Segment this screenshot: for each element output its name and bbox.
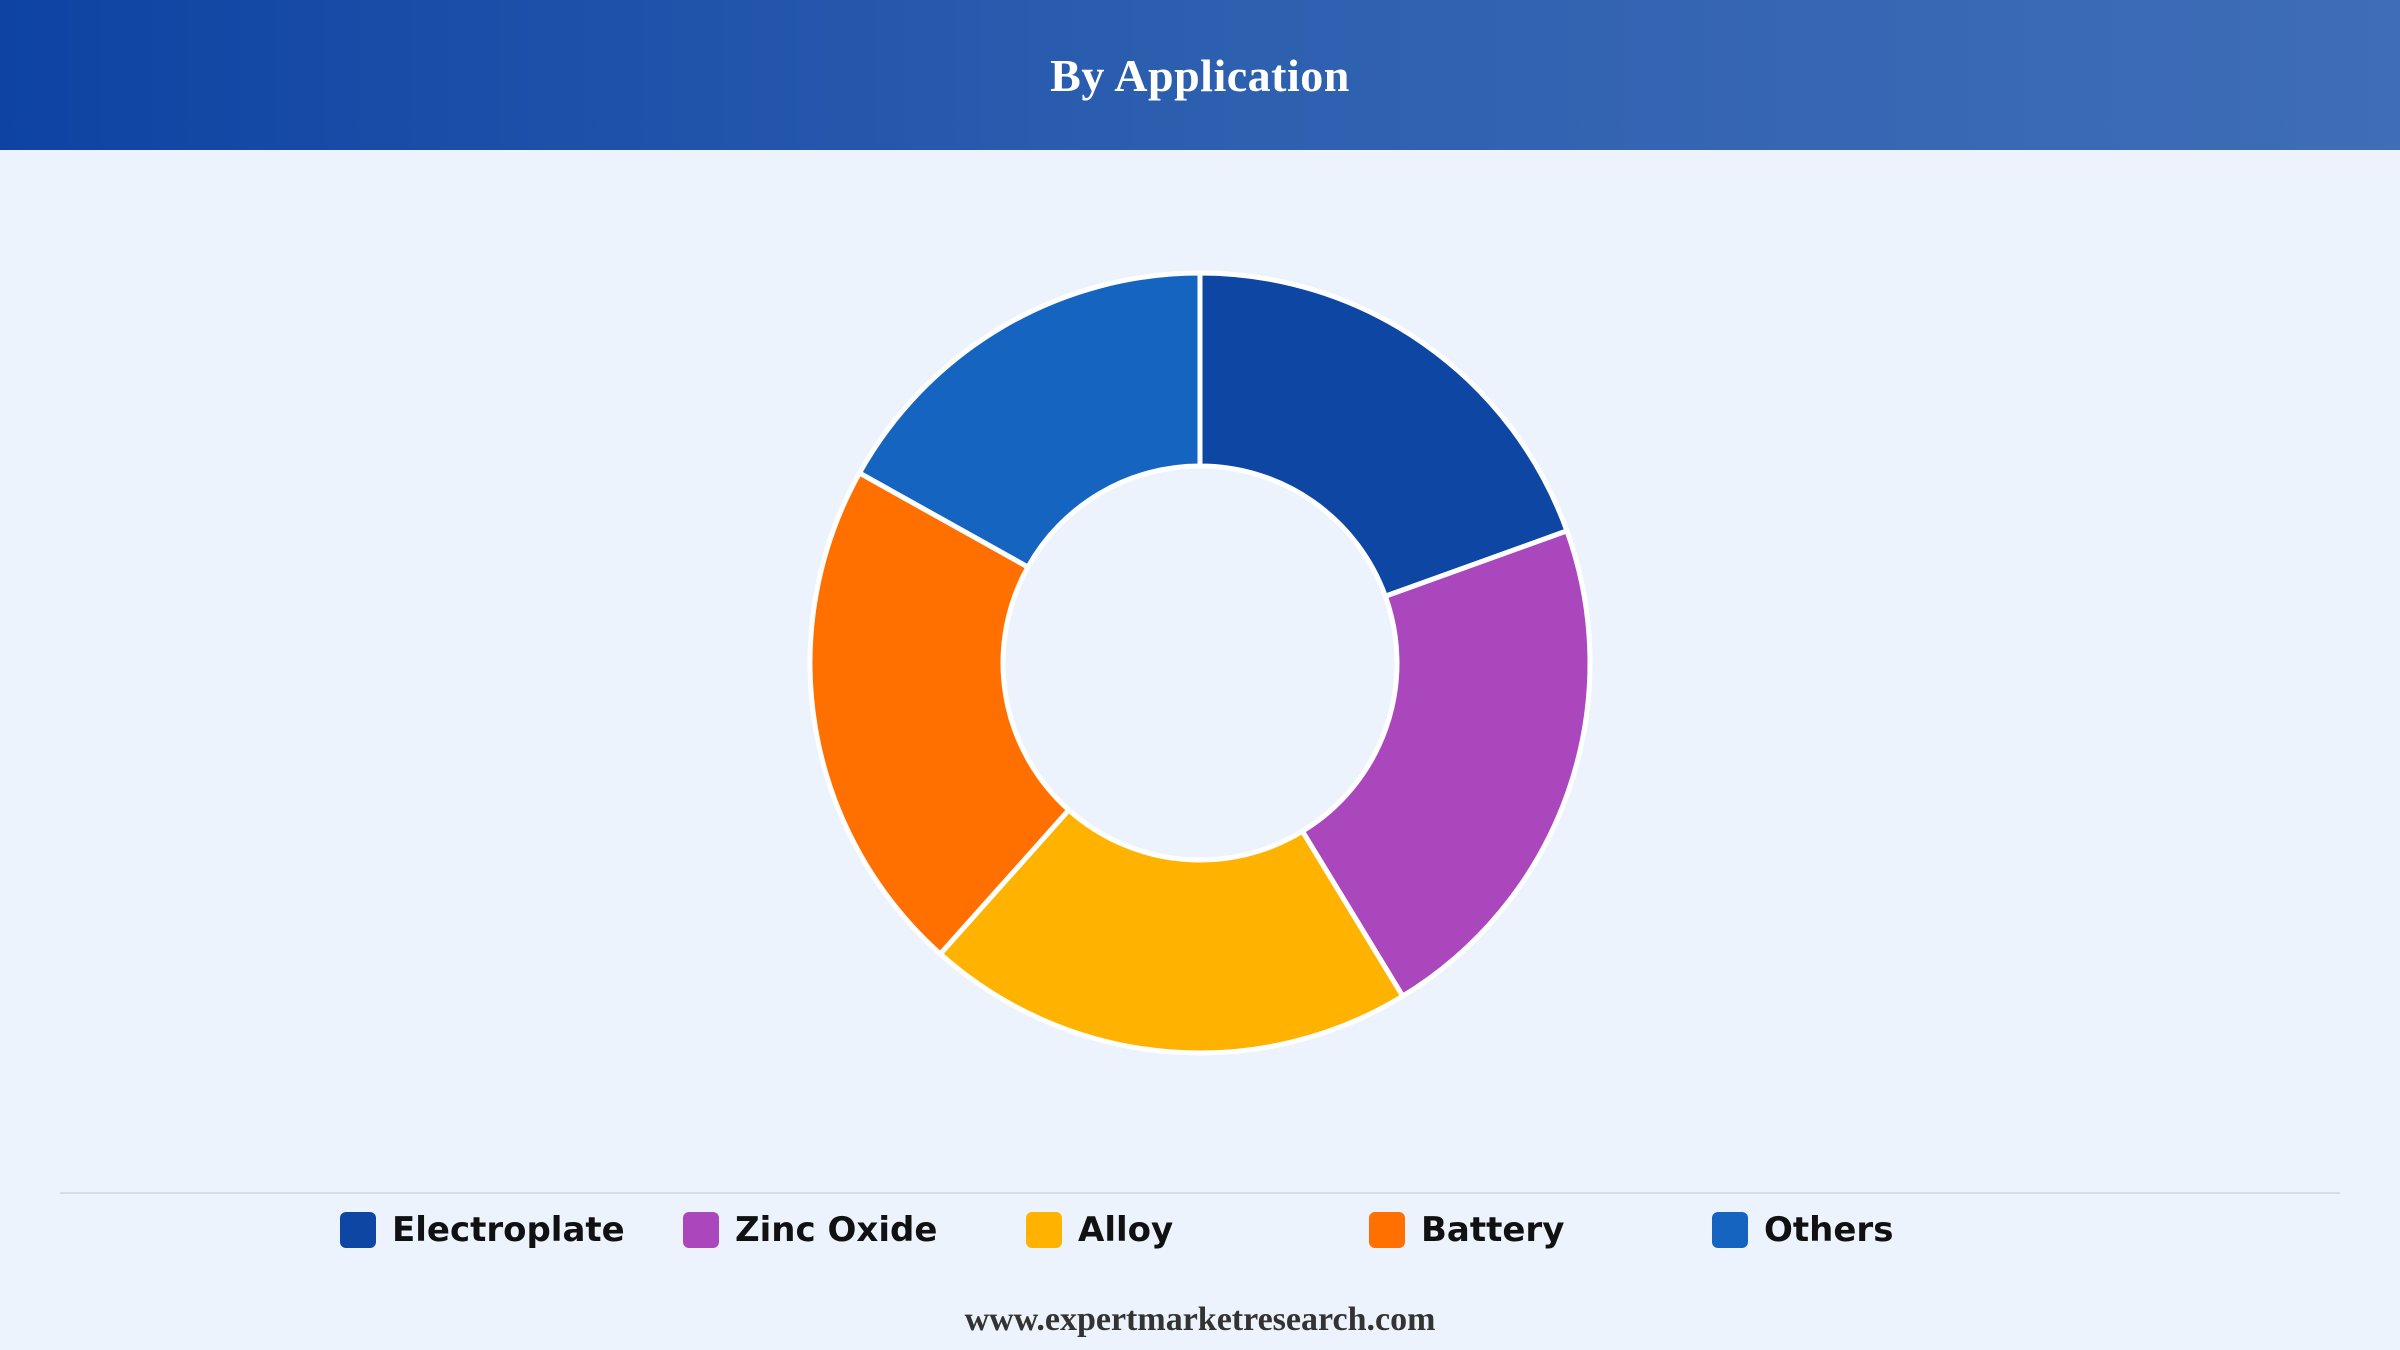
legend-swatch (1712, 1212, 1748, 1248)
chart-title: By Application (1050, 49, 1350, 101)
donut-slice-zinc-oxide[interactable] (1299, 528, 1593, 999)
donut-slice-others[interactable] (856, 270, 1203, 570)
legend-swatch (1026, 1212, 1062, 1248)
footer-website: www.expertmarketresearch.com (964, 1301, 1436, 1338)
donut-slice-battery[interactable] (807, 470, 1072, 957)
legend-item-zinc-oxide[interactable]: Zinc Oxide (683, 1205, 937, 1255)
legend-swatch (340, 1212, 376, 1248)
legend-label: Zinc Oxide (735, 1210, 938, 1250)
legend-item-others[interactable]: Others (1712, 1205, 1893, 1255)
legend-item-alloy[interactable]: Alloy (1026, 1205, 1173, 1255)
legend-label: Battery (1421, 1210, 1565, 1250)
legend: Electroplate Zinc Oxide Alloy Battery Others (0, 1205, 2400, 1255)
chart-area (0, 150, 2400, 1190)
legend-label: Alloy (1078, 1210, 1174, 1250)
legend-swatch (683, 1212, 719, 1248)
legend-swatch (1369, 1212, 1405, 1248)
donut-chart (807, 270, 1593, 1056)
legend-item-battery[interactable]: Battery (1369, 1205, 1564, 1255)
donut-slice-electroplate[interactable] (1197, 270, 1570, 599)
header-banner: By Application (0, 0, 2400, 150)
legend-divider (60, 1192, 2340, 1194)
legend-label: Others (1764, 1210, 1894, 1250)
legend-label: Electroplate (392, 1210, 625, 1250)
legend-item-electroplate[interactable]: Electroplate (340, 1205, 625, 1255)
donut-slice-alloy[interactable] (937, 807, 1406, 1056)
